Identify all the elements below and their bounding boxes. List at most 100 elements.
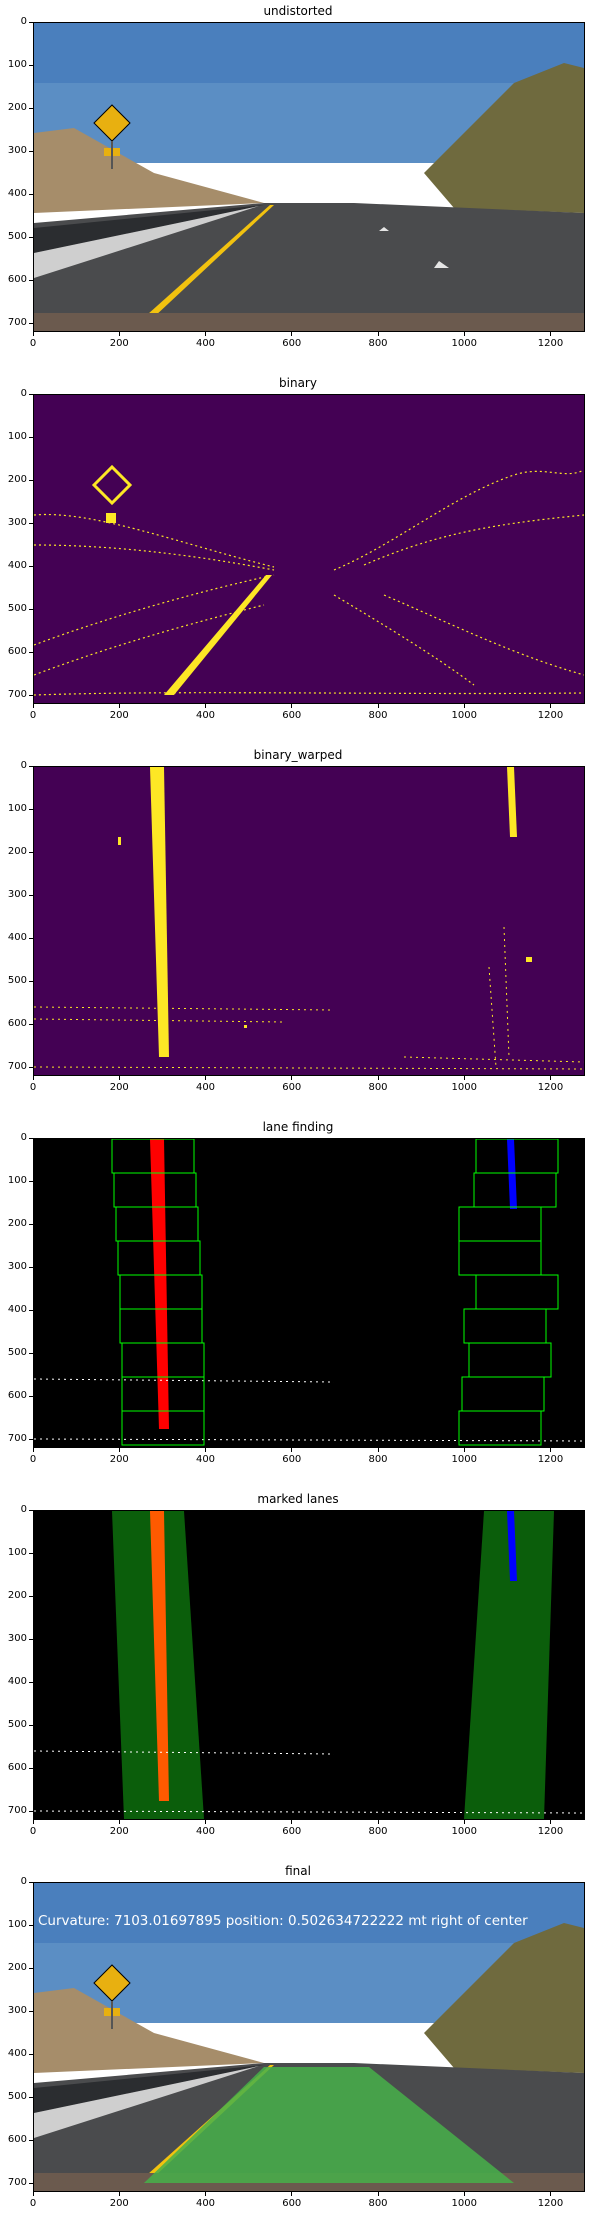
y-tick-label: 200	[7, 102, 27, 114]
x-tick-label: 800	[368, 1454, 388, 1465]
x-tick-mark	[205, 704, 206, 708]
y-tick-mark	[29, 150, 33, 152]
x-tick-label: 600	[282, 1454, 302, 1465]
y-tick-label: 500	[7, 231, 27, 243]
y-tick-label: 500	[7, 1719, 27, 1731]
x-tick-mark	[32, 1820, 34, 1824]
x-tick-label: 800	[368, 338, 388, 349]
y-tick-label: 0	[20, 760, 27, 771]
y-tick-mark	[29, 279, 33, 281]
y-tick-label: 500	[7, 603, 27, 615]
y-tick-label: 300	[7, 1633, 27, 1645]
x-tick-label: 1200	[537, 338, 564, 349]
y-tick-label: 300	[7, 517, 27, 529]
x-tick-mark	[32, 332, 34, 336]
x-tick-mark	[463, 1820, 465, 1824]
y-tick-mark	[29, 651, 33, 653]
y-tick-mark	[29, 436, 33, 438]
x-tick-label: 1000	[451, 1454, 477, 1465]
y-tick-mark	[29, 1724, 33, 1726]
x-tick-mark	[32, 2192, 34, 2196]
y-tick-label: 100	[7, 803, 27, 815]
panel-binary-warped: binary_warped 0 200 400 600 800 1000 1200 0 100 2…	[0, 744, 596, 1114]
y-tick-label: 400	[7, 560, 27, 572]
y-tick-label: 600	[7, 646, 27, 658]
x-tick-mark	[291, 1448, 293, 1452]
x-tick-mark	[118, 1076, 120, 1080]
y-tick-label: 200	[7, 1218, 27, 1230]
x-tick-mark	[377, 1820, 379, 1824]
y-tick-mark	[29, 193, 33, 195]
image-marked-lanes	[33, 1510, 585, 1820]
x-tick-label: 1000	[451, 1826, 477, 1837]
x-tick-label: 400	[195, 1826, 216, 1837]
x-tick-label: 1000	[451, 1082, 477, 1093]
x-tick-label: 200	[109, 1454, 129, 1465]
x-tick-label: 1200	[537, 2198, 564, 2209]
y-tick-mark	[29, 1924, 33, 1926]
y-tick-label: 600	[7, 274, 27, 286]
x-tick-label: 400	[195, 1082, 216, 1093]
y-tick-mark	[29, 107, 33, 109]
x-tick-label: 0	[29, 1454, 37, 1465]
x-tick-label: 200	[109, 1082, 129, 1093]
y-tick-label: 100	[7, 59, 27, 71]
image-binary-warped	[33, 766, 585, 1076]
x-tick-label: 1000	[451, 2198, 477, 2209]
x-tick-mark	[32, 1448, 34, 1452]
x-tick-label: 0	[29, 1826, 37, 1837]
x-tick-label: 800	[368, 710, 388, 721]
y-tick-label: 600	[7, 1390, 27, 1402]
x-tick-label: 800	[368, 2198, 388, 2209]
x-tick-mark	[205, 2192, 206, 2196]
y-tick-label: 600	[7, 2134, 27, 2146]
x-tick-mark	[291, 2192, 293, 2196]
y-tick-mark	[29, 1638, 33, 1640]
x-tick-mark	[550, 1820, 551, 1824]
x-tick-label: 400	[195, 1454, 216, 1465]
panel-final: final Curvature: 7103.01697895 position:…	[0, 1860, 596, 2230]
panel-title: binary	[279, 376, 317, 390]
y-tick-mark	[29, 393, 33, 395]
x-tick-label: 800	[368, 1082, 388, 1093]
x-tick-mark	[377, 1448, 379, 1452]
y-tick-mark	[29, 1137, 33, 1139]
y-tick-mark	[29, 64, 33, 66]
x-tick-mark	[32, 704, 34, 708]
y-tick-mark	[29, 1438, 33, 1440]
x-tick-label: 1200	[537, 1454, 564, 1465]
x-tick-mark	[32, 1076, 34, 1080]
y-tick-label: 300	[7, 145, 27, 157]
y-tick-label: 700	[7, 1805, 27, 1817]
x-tick-label: 600	[282, 2198, 302, 2209]
y-tick-mark	[29, 2053, 33, 2055]
x-tick-mark	[377, 2192, 379, 2196]
y-tick-label: 0	[20, 1876, 27, 1887]
y-tick-mark	[29, 937, 33, 939]
x-tick-label: 1000	[451, 710, 477, 721]
y-tick-mark	[29, 1395, 33, 1397]
x-tick-mark	[550, 2192, 551, 2196]
y-tick-label: 0	[20, 388, 27, 399]
x-tick-mark	[377, 1076, 379, 1080]
y-tick-mark	[29, 565, 33, 567]
y-tick-mark	[29, 522, 33, 524]
x-tick-mark	[463, 332, 465, 336]
x-tick-label: 200	[109, 1826, 129, 1837]
x-tick-label: 0	[29, 338, 37, 349]
x-tick-mark	[463, 1076, 465, 1080]
x-tick-label: 600	[282, 1082, 302, 1093]
x-tick-mark	[205, 1820, 206, 1824]
x-tick-mark	[118, 332, 120, 336]
x-tick-mark	[291, 1076, 293, 1080]
x-tick-label: 200	[109, 338, 129, 349]
y-tick-label: 500	[7, 2091, 27, 2103]
panel-title: final	[285, 1864, 311, 1878]
y-tick-label: 700	[7, 689, 27, 701]
x-tick-label: 600	[282, 1826, 302, 1837]
y-tick-label: 600	[7, 1762, 27, 1774]
x-tick-label: 200	[109, 710, 129, 721]
panel-binary: binary 0 200 400 600 800 1000 1200 0 100 200 300 40…	[0, 372, 596, 742]
y-tick-mark	[29, 1066, 33, 1068]
x-tick-mark	[550, 332, 551, 336]
